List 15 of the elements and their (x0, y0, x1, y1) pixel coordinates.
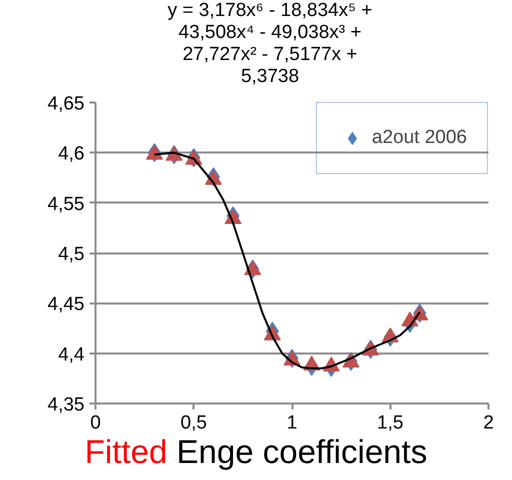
y-tick-label: 4,6 (58, 144, 85, 165)
y-tick-label: 4,5 (58, 244, 85, 265)
text: y = 3,178x⁶ - 18,834x⁵ + 43,508x⁴ - 49,038x³ + 27,727x² - 7,5177x + 5,3738 (166, 0, 374, 88)
x-tick-label: 0 (90, 412, 101, 434)
x-tick-label: 0,5 (180, 412, 207, 434)
legend-label: a2out 2006 (372, 127, 467, 149)
x-tick-label: 1 (286, 412, 298, 434)
y-tick-label: 4,45 (48, 294, 85, 316)
x-tick-label: 2 (483, 412, 494, 434)
y-tick-label: 4,65 (48, 94, 85, 114)
y-tick-label: 4,55 (48, 194, 85, 215)
x-axis-title: Fitted Enge coefficients (84, 433, 428, 470)
y-tick-label: 4,35 (48, 394, 85, 416)
y-tick-label: 4,4 (58, 344, 85, 366)
x-tick-label: 1,5 (377, 412, 404, 434)
